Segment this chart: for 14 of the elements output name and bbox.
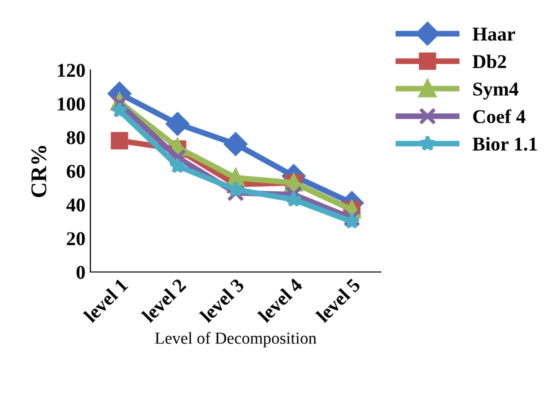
- y-tick-label: 40: [66, 198, 85, 212]
- legend-label: Db2: [472, 54, 506, 68]
- legend-label: Sym4: [473, 82, 518, 100]
- y-tick-label: 100: [58, 97, 85, 111]
- y-axis-title: CR%: [31, 146, 46, 198]
- legend-label: Coef 4: [473, 109, 526, 124]
- legend-label: Bior 1.1: [472, 136, 537, 151]
- x-axis-title: Level of Decomposition: [155, 332, 316, 348]
- y-tick-label: 60: [66, 164, 85, 178]
- legend-label: Haar: [472, 28, 516, 41]
- y-tick-label: 80: [66, 131, 85, 144]
- y-tick-label: 120: [58, 64, 85, 77]
- y-tick-label: 0: [76, 266, 85, 279]
- y-tick-label: 20: [66, 232, 85, 246]
